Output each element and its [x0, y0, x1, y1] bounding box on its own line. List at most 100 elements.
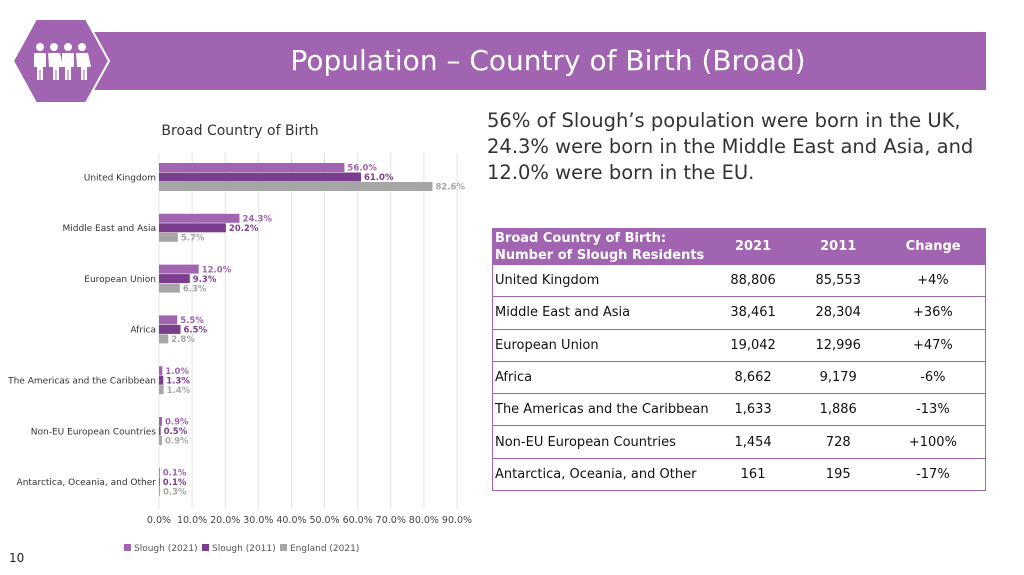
table-cell: The Americas and the Caribbean: [492, 393, 711, 427]
bar: [159, 334, 169, 344]
x-tick-label: 70.0%: [376, 515, 406, 526]
data-label: 82.6%: [435, 183, 465, 193]
data-label: 5.5%: [180, 316, 204, 326]
bar: [159, 375, 164, 385]
headline-text: 56% of Slough’s population were born in …: [487, 109, 974, 184]
category-label: Antarctica, Oceania, and Other: [17, 478, 157, 488]
data-label: 56.0%: [347, 164, 377, 174]
table-cell: 38,461: [710, 296, 796, 330]
data-label: 6.5%: [184, 326, 208, 336]
table-cell: 88,806: [710, 264, 796, 298]
category-label: The Americas and the Caribbean: [7, 376, 156, 386]
category-label: Middle East and Asia: [62, 224, 156, 234]
bar: [159, 436, 162, 445]
category-label: European Union: [84, 275, 156, 285]
data-label: 9.3%: [193, 275, 217, 285]
data-label: 0.9%: [165, 418, 189, 428]
table-row: The Americas and the Caribbean 1,633 1,886…: [492, 393, 986, 427]
table-cell: +100%: [880, 425, 986, 459]
table-cell: -6%: [880, 361, 986, 395]
table-cell: 8,662: [710, 361, 796, 395]
data-label: 0.1%: [163, 478, 187, 488]
table-header-cell: Broad Country of Birth: Number of Slough…: [492, 228, 711, 265]
table-cell: 1,886: [795, 393, 881, 427]
table-cell: -13%: [880, 393, 986, 427]
table-cell: 1,633: [710, 393, 796, 427]
data-label: 61.0%: [364, 173, 394, 183]
bar: [159, 426, 161, 436]
bar: [159, 467, 160, 477]
legend-swatch: [124, 544, 131, 551]
title-bar: [60, 32, 986, 90]
table-cell: 1,454: [710, 425, 796, 459]
table-cell: 195: [795, 458, 881, 492]
table-cell: Middle East and Asia: [492, 296, 711, 330]
x-tick-label: 0.0%: [147, 515, 171, 526]
bar-chart: Broad Country of Birth 0.0% 10.0% 20.0% 30.0…: [7, 123, 472, 554]
data-label: 12.0%: [202, 265, 232, 275]
legend-label: England (2021): [290, 544, 359, 554]
table-cell: 728: [795, 425, 881, 459]
table-cell: +4%: [880, 264, 986, 298]
x-tick-label: 10.0%: [177, 515, 207, 526]
people-group-icon: [12, 18, 110, 104]
data-label: 0.1%: [163, 469, 187, 479]
x-tick-label: 60.0%: [343, 515, 373, 526]
table-cell: Africa: [492, 361, 711, 395]
table-row: Non-EU European Countries 1,454 728 +100%: [492, 425, 986, 459]
bar: [159, 477, 160, 487]
table-cell: 12,996: [795, 329, 881, 362]
table-cell: European Union: [492, 329, 711, 362]
legend-label: Slough (2021): [134, 544, 198, 554]
table-cell: United Kingdom: [492, 264, 711, 298]
bar: [159, 315, 178, 325]
table-cell: 28,304: [795, 296, 881, 330]
category-label: Africa: [130, 326, 156, 336]
bar: [159, 172, 361, 182]
bar: [159, 223, 226, 233]
table-cell: 161: [710, 458, 796, 492]
data-label: 2.8%: [171, 335, 195, 345]
data-label: 1.0%: [165, 367, 189, 377]
legend-swatch: [202, 544, 209, 551]
data-label: 1.3%: [166, 376, 190, 386]
bar: [159, 274, 190, 284]
data-label: 5.7%: [181, 234, 205, 244]
page-number: 10: [9, 551, 25, 565]
table-cell: +36%: [880, 296, 986, 330]
table-cell: Antarctica, Oceania, and Other: [492, 458, 711, 492]
category-label: United Kingdom: [84, 173, 156, 183]
table-cell: Non-EU European Countries: [492, 425, 711, 459]
data-label: 20.2%: [229, 224, 259, 234]
table-cell: 9,179: [795, 361, 881, 395]
chart-title: Broad Country of Birth: [161, 123, 318, 139]
data-label: 24.3%: [242, 215, 272, 225]
bar: [159, 324, 181, 334]
table-row: Africa 8,662 9,179 -6%: [492, 361, 986, 395]
bar: [159, 385, 164, 395]
table-header-cell: 2021: [709, 228, 797, 265]
x-tick-label: 50.0%: [309, 515, 339, 526]
data-label: 0.3%: [163, 488, 187, 498]
bar: [159, 213, 240, 223]
data-label: 6.3%: [183, 284, 207, 294]
bar: [159, 486, 160, 496]
data-label: 0.5%: [164, 427, 188, 437]
bar: [159, 163, 345, 172]
x-tick-label: 90.0%: [442, 515, 472, 526]
table-header-cell: 2011: [795, 228, 882, 265]
data-label: 1.4%: [167, 386, 191, 396]
data-label: 0.9%: [165, 437, 189, 447]
table-cell: -17%: [880, 458, 986, 492]
x-tick-label: 20.0%: [210, 515, 240, 526]
bar: [159, 283, 180, 293]
table-header-cell: Change: [880, 228, 986, 265]
bar: [159, 264, 199, 274]
table-row: European Union 19,042 12,996 +47%: [492, 329, 986, 362]
category-label: Non-EU European Countries: [31, 427, 157, 437]
x-tick-label: 80.0%: [409, 515, 439, 526]
bar: [159, 366, 163, 376]
table-row: Antarctica, Oceania, and Other 161 195 -17%: [492, 458, 986, 492]
legend-swatch: [280, 544, 287, 551]
table-row: Middle East and Asia 38,461 28,304 +36%: [492, 296, 986, 330]
